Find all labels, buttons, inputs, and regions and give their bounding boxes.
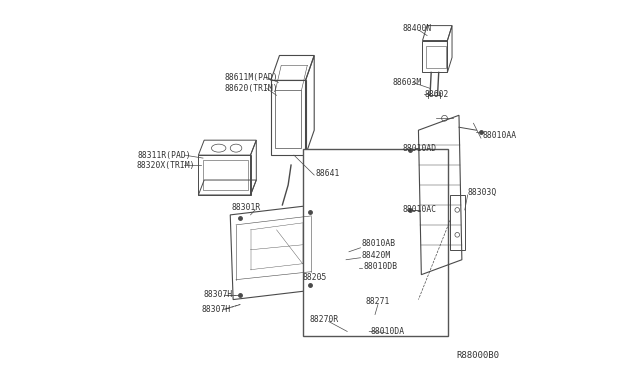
Text: 88270R: 88270R: [310, 315, 339, 324]
Text: 88307H: 88307H: [203, 290, 232, 299]
Text: 88641: 88641: [316, 169, 340, 177]
Text: 88010AC: 88010AC: [403, 205, 437, 214]
Text: 88603M: 88603M: [393, 78, 422, 87]
Text: 88611M(PAD): 88611M(PAD): [225, 73, 278, 82]
Text: 88602: 88602: [424, 90, 449, 99]
Bar: [321, 262, 334, 280]
Text: 88010DB: 88010DB: [364, 262, 397, 271]
Text: 88010AB: 88010AB: [362, 239, 396, 248]
Text: 88320X(TRIM): 88320X(TRIM): [136, 161, 195, 170]
Text: 88307H: 88307H: [202, 305, 230, 314]
Bar: [360, 254, 374, 272]
Text: 88205: 88205: [302, 273, 326, 282]
Bar: [303, 149, 448, 336]
Bar: [314, 250, 319, 270]
Text: 88311R(PAD): 88311R(PAD): [138, 151, 191, 160]
Text: 88010AA: 88010AA: [482, 131, 516, 140]
Text: 88010AD: 88010AD: [403, 144, 437, 153]
Text: 88303Q: 88303Q: [468, 187, 497, 196]
Text: 88271: 88271: [365, 297, 390, 306]
Text: 88301R: 88301R: [232, 203, 260, 212]
Text: 88400N: 88400N: [402, 24, 431, 33]
Text: R88000B0: R88000B0: [457, 351, 500, 360]
Text: 88620(TRIM): 88620(TRIM): [225, 84, 278, 93]
Text: 88010DA: 88010DA: [371, 327, 405, 336]
Text: 88420M: 88420M: [362, 251, 391, 260]
